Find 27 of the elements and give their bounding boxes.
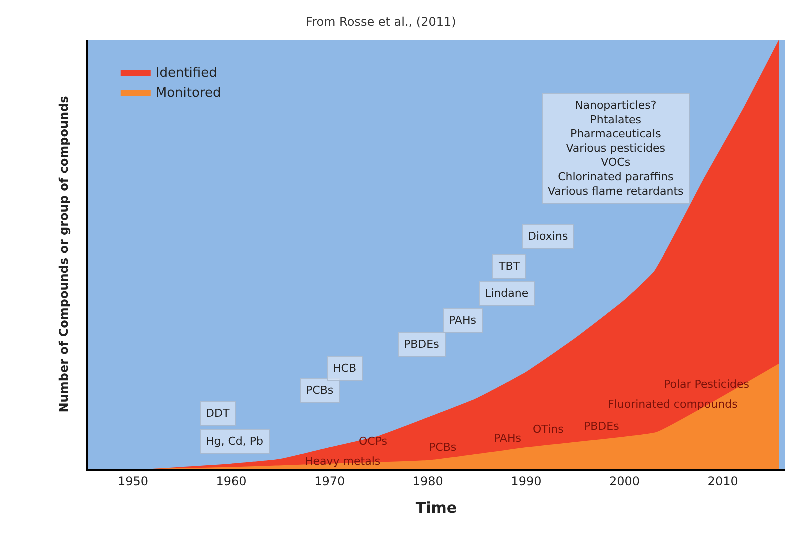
legend-label: Identified <box>156 66 218 82</box>
annotation: PBDEs <box>584 420 620 433</box>
x-tick-label: 1950 <box>118 474 148 488</box>
x-tick-label: 2010 <box>708 474 738 488</box>
annotation: PAHs <box>449 314 477 327</box>
annotation: Dioxins <box>528 230 568 243</box>
y-axis-title: Number of Compounds or group of compounds <box>56 96 71 413</box>
annotation: Hg, Cd, Pb <box>206 435 264 448</box>
x-tick-label: 2000 <box>609 474 640 488</box>
annotation: PCBs <box>306 384 334 397</box>
annotation: OTins <box>533 423 564 436</box>
annotation: Lindane <box>485 287 529 300</box>
annotation: PAHs <box>494 432 522 445</box>
x-tick-label: 1960 <box>216 474 247 488</box>
annotation: PBDEs <box>404 338 440 351</box>
annotation: OCPs <box>359 435 388 448</box>
annotation: TBT <box>498 260 520 273</box>
annotation: PCBs <box>429 441 457 454</box>
annotation: DDT <box>206 407 230 420</box>
legend-label: Monitored <box>156 86 222 102</box>
x-tick-label: 1970 <box>314 474 346 488</box>
annotation: Nanoparticles? Phtalates Pharmaceuticals Various pesticides VOCs Chlorinated paraffins Various flame retardants <box>548 99 684 198</box>
x-tick-label: 1980 <box>412 474 444 488</box>
x-tick-label: 1990 <box>511 474 542 488</box>
text: From Rosse et al., (2011) <box>306 15 456 29</box>
x-axis-title: Time <box>416 498 458 517</box>
annotation: HCB <box>333 362 356 375</box>
